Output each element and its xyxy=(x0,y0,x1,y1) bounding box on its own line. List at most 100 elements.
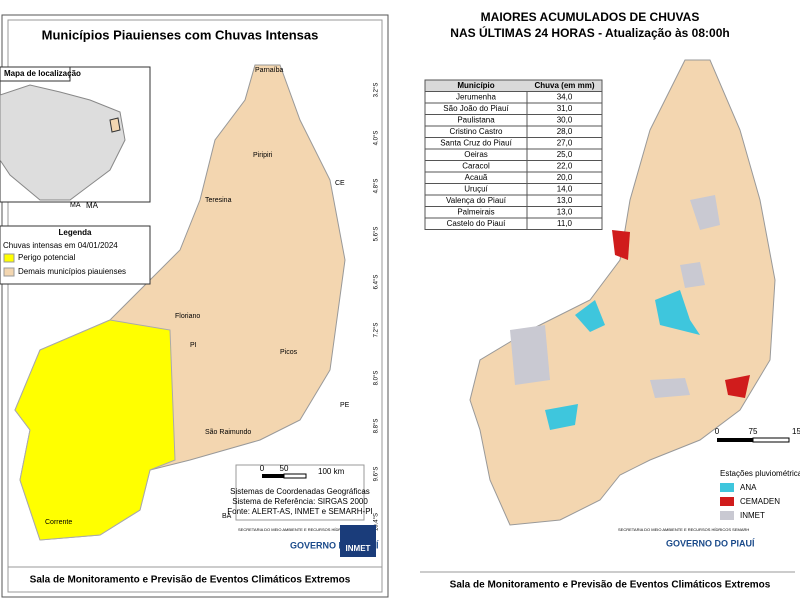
legend-swatch xyxy=(720,497,734,506)
latitude-label: 8.0°S xyxy=(374,371,380,386)
station-inmet xyxy=(650,378,690,398)
rain-value: 13,0 xyxy=(557,207,573,216)
scale-label: 0 xyxy=(715,427,720,436)
rain-value: 27,0 xyxy=(557,138,573,147)
legend-title: Legenda xyxy=(59,228,92,237)
municipality: Caracol xyxy=(462,161,490,170)
city-label: Teresina xyxy=(205,197,232,204)
latitude-label: 5.6°S xyxy=(374,227,380,242)
table-row xyxy=(424,91,603,104)
table-header: Município xyxy=(457,81,494,90)
state-label: BA xyxy=(222,513,232,520)
legend-swatch xyxy=(3,267,15,277)
table-row xyxy=(424,114,603,127)
station-ana xyxy=(545,404,578,430)
latitudes: 3.2°S 4.0°S 4.8°S 5.6°S 6.4°S 7.2°S 8.0°S 8.8°S… xyxy=(374,83,380,531)
municipality: Acauã xyxy=(465,173,488,182)
municipality: Uruçuí xyxy=(464,184,488,193)
inset-title: Mapa de localização xyxy=(4,69,81,78)
table-header: Chuva (em mm) xyxy=(534,81,594,90)
latitude-label: 6.4°S xyxy=(374,275,380,290)
city-label: Picos xyxy=(280,349,298,356)
legend-item: Perigo potencial xyxy=(18,253,76,262)
rain-value: 13,0 xyxy=(557,196,573,205)
right-title: MAIORES ACUMULADOS DE CHUVAS xyxy=(481,10,700,24)
table-row xyxy=(424,171,603,184)
legend-item: INMET xyxy=(740,511,765,520)
legend-item: ANA xyxy=(740,483,757,492)
state-label: PE xyxy=(340,402,350,409)
logo-semarh: SECRETARIA DO MEIO AMBIENTE E RECURSOS H… xyxy=(618,527,749,532)
latitude-label: 9.6°S xyxy=(374,467,380,482)
rain-value: 28,0 xyxy=(557,127,573,136)
municipality: Castelo do Piauí xyxy=(447,219,506,228)
inset-title-box xyxy=(0,66,71,82)
rain-value: 25,0 xyxy=(557,150,573,159)
city-label: Corrente xyxy=(45,519,72,526)
inset-label: MA xyxy=(86,201,99,210)
municipality: Palmeirais xyxy=(457,207,494,216)
note: Sistema de Referência: SIRGAS 2000 xyxy=(232,497,368,506)
state-label: MA xyxy=(70,202,81,209)
rain-value: 14,0 xyxy=(557,184,573,193)
danger-area xyxy=(14,319,176,541)
note: Sistemas de Coordenadas Geográficas xyxy=(230,487,370,496)
scale-bar xyxy=(752,437,790,443)
latitude-label: 4.8°S xyxy=(374,179,380,194)
municipality: Jerumenha xyxy=(456,92,497,101)
right-title: NAS ÚLTIMAS 24 HORAS - Atualização às 08… xyxy=(450,25,729,40)
inset-continent xyxy=(0,84,126,201)
scale-label: 0 xyxy=(260,464,265,473)
city-label: Piripiri xyxy=(253,152,273,159)
scale-label: 100 km xyxy=(318,467,345,476)
note: Fonte: ALERT-AS, INMET e SEMARH-PI xyxy=(227,507,373,516)
municipality: Santa Cruz do Piauí xyxy=(440,138,512,147)
legend-swatch xyxy=(720,511,734,520)
city-label: Parnaíba xyxy=(255,67,284,74)
city-label: São Raimundo xyxy=(205,429,251,436)
logo-gov: GOVERNO DO PIAUÍ xyxy=(666,538,755,548)
table-row xyxy=(424,148,603,161)
scale-label: 50 xyxy=(280,464,289,473)
table-row xyxy=(424,206,603,219)
station-inmet xyxy=(680,262,705,288)
logo-gov: GOVERNO DO PIAUÍ xyxy=(290,540,379,550)
municipality: Paulistana xyxy=(457,115,495,124)
scale-label: 75 xyxy=(749,427,758,436)
table-row xyxy=(424,160,603,173)
latitude-label: 7.2°S xyxy=(374,323,380,338)
latitude-label: 10.4°S xyxy=(374,513,380,531)
latitude-label: 4.0°S xyxy=(374,131,380,146)
municipality: São João do Piauí xyxy=(443,104,509,113)
inset-piaui xyxy=(109,117,121,133)
right-footer: Sala de Monitoramento e Previsão de Even… xyxy=(450,580,771,591)
municipality: Oeiras xyxy=(464,150,488,159)
legend-swatch xyxy=(3,253,15,263)
station-ana xyxy=(575,300,605,332)
rain-value: 20,0 xyxy=(557,173,573,182)
logo-inmet: INMET xyxy=(346,544,371,553)
legend-item: Demais municípios piauienses xyxy=(18,267,126,276)
logo-semarh: SECRETARIA DO MEIO AMBIENTE E RECURSOS H… xyxy=(238,527,369,532)
latitude-label: 8.8°S xyxy=(374,419,380,434)
legend-swatch xyxy=(720,483,734,492)
rain-value: 22,0 xyxy=(557,161,573,170)
station-cemaden xyxy=(612,230,630,260)
rain-value: 31,0 xyxy=(557,104,573,113)
cities: Parnaíba Piripiri Teresina Floriano Picos PI S… xyxy=(45,67,350,526)
scale-bar xyxy=(283,473,307,479)
station-ana xyxy=(655,290,700,335)
rain-value: 11,0 xyxy=(557,219,573,228)
state-label: CE xyxy=(335,180,345,187)
legend-subtitle: Chuvas intensas em 04/01/2024 xyxy=(3,241,118,250)
station-cemaden xyxy=(725,375,750,398)
rain-value: 34,0 xyxy=(557,92,573,101)
latitude-label: 3.2°S xyxy=(374,83,380,98)
station-inmet xyxy=(510,325,550,385)
city-label: Floriano xyxy=(175,313,200,320)
legend xyxy=(0,225,151,285)
rain-value: 30,0 xyxy=(557,115,573,124)
municipality: Valença do Piauí xyxy=(446,196,507,205)
table-row xyxy=(424,183,603,196)
